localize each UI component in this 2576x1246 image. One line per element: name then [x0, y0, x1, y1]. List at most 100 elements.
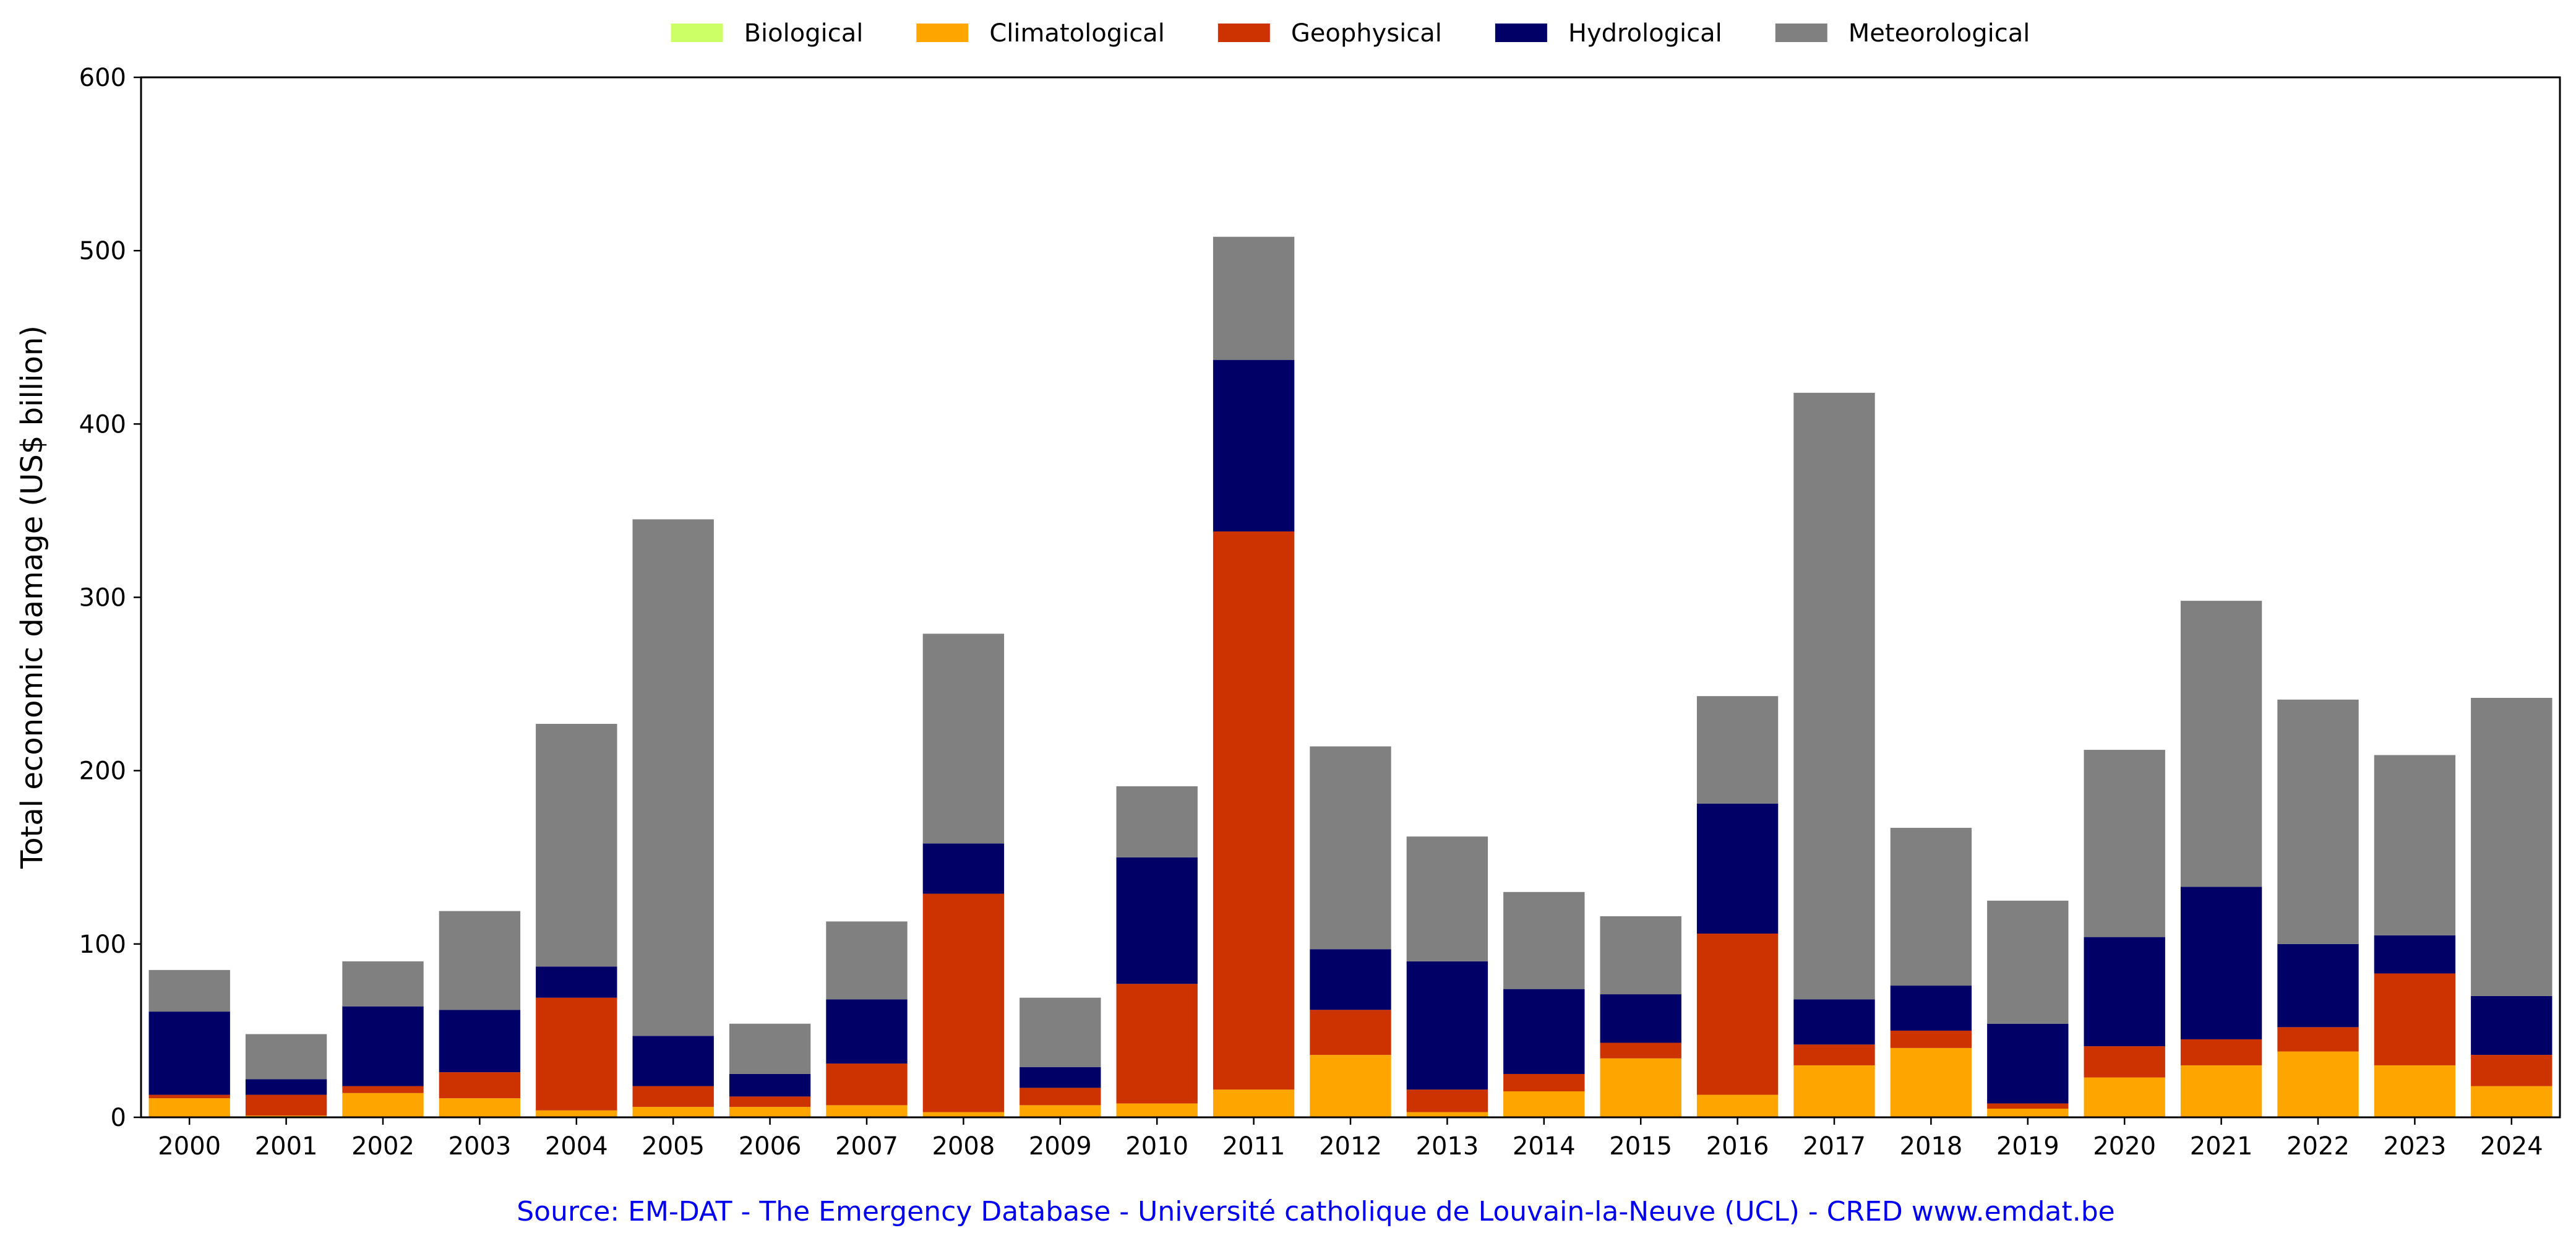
y-tick-label: 0: [111, 1104, 126, 1132]
bar-hydrological-2009: [1020, 1067, 1101, 1088]
bar-climatological-2017: [1793, 1065, 1875, 1117]
legend-label-geophysical: Geophysical: [1291, 19, 1442, 48]
bar-climatological-2010: [1116, 1103, 1198, 1117]
bar-hydrological-2015: [1600, 994, 1681, 1043]
bar-geophysical-2013: [1406, 1089, 1488, 1112]
bar-hydrological-2003: [439, 1010, 521, 1073]
y-tick-label: 600: [79, 64, 126, 92]
legend-swatch-hydrological: [1495, 24, 1547, 42]
bar-meteorological-2018: [1890, 828, 1972, 986]
bar-climatological-2013: [1406, 1112, 1488, 1117]
legend-label-biological: Biological: [744, 19, 864, 48]
bar-climatological-2024: [2471, 1086, 2552, 1117]
bar-hydrological-2002: [342, 1006, 424, 1086]
bar-hydrological-2021: [2180, 887, 2262, 1039]
x-tick-label: 2008: [932, 1132, 995, 1161]
bar-hydrological-2016: [1696, 803, 1779, 934]
legend: Biological Climatological Geophysical Hydro…: [671, 19, 2030, 48]
bar-climatological-2004: [536, 1110, 617, 1117]
bar-climatological-2012: [1310, 1055, 1391, 1117]
bar-meteorological-2016: [1696, 696, 1779, 804]
bar-climatological-2018: [1890, 1047, 1972, 1117]
bar-meteorological-2001: [245, 1034, 327, 1080]
bar-hydrological-2017: [1793, 999, 1875, 1045]
bar-geophysical-2014: [1503, 1073, 1585, 1091]
bar-climatological-2005: [632, 1107, 714, 1117]
bar-climatological-2023: [2374, 1065, 2456, 1117]
legend-label-meteorological: Meteorological: [1848, 19, 2030, 48]
bar-climatological-2002: [342, 1093, 424, 1117]
bar-climatological-2011: [1213, 1089, 1295, 1117]
x-tick-label: 2006: [739, 1132, 802, 1161]
x-tick-label: 2000: [158, 1132, 221, 1161]
bar-geophysical-2002: [342, 1086, 424, 1093]
x-tick-label: 2012: [1319, 1132, 1382, 1161]
bar-geophysical-2003: [439, 1072, 521, 1099]
y-tick-label: 400: [79, 410, 126, 439]
x-tick-label: 2002: [351, 1132, 414, 1161]
x-tick-label: 2015: [1609, 1132, 1672, 1161]
bar-geophysical-2018: [1890, 1030, 1972, 1048]
bar-hydrological-2020: [2084, 937, 2165, 1047]
y-tick-label: 500: [79, 237, 126, 265]
bar-climatological-2020: [2084, 1077, 2165, 1117]
x-tick-label: 2005: [642, 1132, 705, 1161]
bar-geophysical-2024: [2471, 1055, 2552, 1086]
bar-geophysical-2006: [729, 1096, 811, 1107]
bar-geophysical-2021: [2180, 1039, 2262, 1065]
bar-hydrological-2007: [826, 999, 908, 1064]
bar-hydrological-2014: [1503, 989, 1585, 1074]
x-tick-label: 2004: [545, 1132, 608, 1161]
bar-climatological-2000: [148, 1098, 230, 1117]
bar-climatological-2003: [439, 1098, 521, 1117]
bar-meteorological-2007: [826, 921, 908, 1000]
bars: [148, 236, 2552, 1117]
x-tick-label: 2019: [1996, 1132, 2059, 1161]
bar-geophysical-2017: [1793, 1044, 1875, 1065]
y-tick-label: 100: [79, 930, 126, 959]
bar-geophysical-2000: [148, 1094, 230, 1099]
bar-meteorological-2008: [922, 634, 1005, 844]
y-tick-label: 300: [79, 584, 126, 612]
legend-swatch-biological: [671, 24, 723, 42]
x-tick-label: 2017: [1803, 1132, 1866, 1161]
x-tick-label: 2014: [1513, 1132, 1576, 1161]
bar-hydrological-2001: [245, 1079, 327, 1095]
bar-meteorological-2013: [1406, 836, 1488, 961]
bar-geophysical-2001: [245, 1094, 327, 1116]
bar-hydrological-2018: [1890, 986, 1972, 1031]
bar-meteorological-2012: [1310, 746, 1391, 950]
x-tick-label: 2003: [449, 1132, 512, 1161]
bar-meteorological-2019: [1987, 900, 2069, 1024]
legend-swatch-meteorological: [1775, 24, 1827, 42]
bar-hydrological-2000: [148, 1012, 230, 1095]
bar-meteorological-2022: [2277, 699, 2359, 944]
x-tick-label: 2020: [2093, 1132, 2156, 1161]
bar-geophysical-2010: [1116, 984, 1198, 1104]
bar-meteorological-2021: [2180, 601, 2262, 887]
legend-label-hydrological: Hydrological: [1568, 19, 1722, 48]
bar-hydrological-2005: [632, 1036, 714, 1086]
bar-geophysical-2023: [2374, 973, 2456, 1065]
x-tick-label: 2011: [1222, 1132, 1286, 1161]
bar-hydrological-2023: [2374, 935, 2456, 974]
x-tick-label: 2024: [2480, 1132, 2543, 1161]
bar-geophysical-2009: [1020, 1088, 1101, 1106]
plot-frame: [140, 76, 2561, 1119]
source-note: Source: EM-DAT - The Emergency Database …: [517, 1196, 2114, 1227]
bar-hydrological-2008: [922, 843, 1005, 894]
x-tick-label: 2022: [2286, 1132, 2350, 1161]
bar-hydrological-2006: [729, 1073, 811, 1097]
bar-meteorological-2000: [148, 969, 230, 1012]
y-tick-label: 200: [79, 757, 126, 786]
bar-hydrological-2024: [2471, 995, 2552, 1055]
bar-meteorological-2009: [1020, 997, 1101, 1067]
bar-hydrological-2013: [1406, 961, 1488, 1090]
x-tick-label: 2016: [1706, 1132, 1769, 1161]
bar-climatological-2021: [2180, 1065, 2262, 1117]
bar-geophysical-2007: [826, 1063, 908, 1106]
x-tick-label: 2010: [1125, 1132, 1188, 1161]
bar-climatological-2019: [1987, 1108, 2069, 1117]
bar-climatological-2022: [2277, 1051, 2359, 1117]
